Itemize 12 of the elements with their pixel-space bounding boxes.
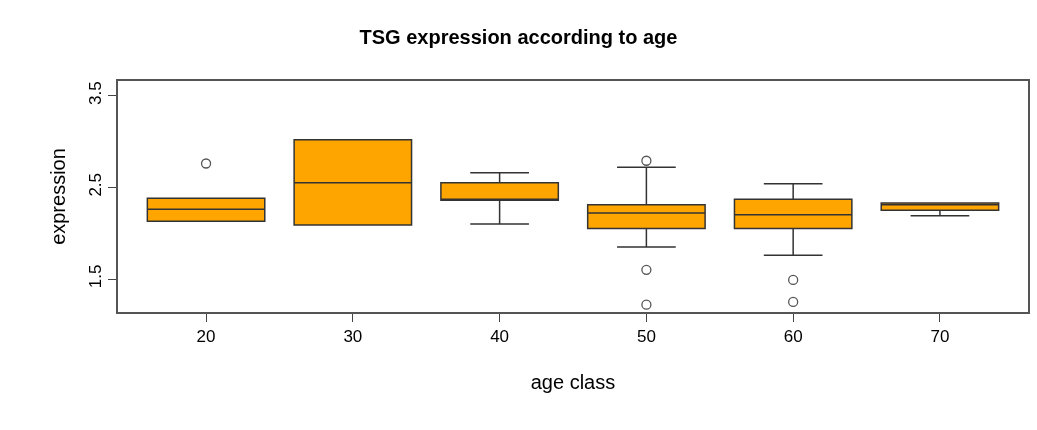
x-tick-label: 20 — [196, 327, 216, 347]
x-tick-label: 70 — [930, 327, 950, 347]
x-tick-label: 30 — [343, 327, 363, 347]
x-tick-label: 50 — [636, 327, 656, 347]
y-tick-label: 1.5 — [86, 264, 106, 289]
x-tick-label: 40 — [490, 327, 510, 347]
y-axis-title: expression — [47, 148, 70, 245]
y-tick-label: 2.5 — [86, 172, 106, 197]
chart-title: TSG expression according to age — [359, 26, 678, 49]
x-tick-label: 60 — [783, 327, 803, 347]
x-axis-title: age class — [530, 371, 616, 394]
y-tick-label: 3.5 — [86, 81, 106, 105]
